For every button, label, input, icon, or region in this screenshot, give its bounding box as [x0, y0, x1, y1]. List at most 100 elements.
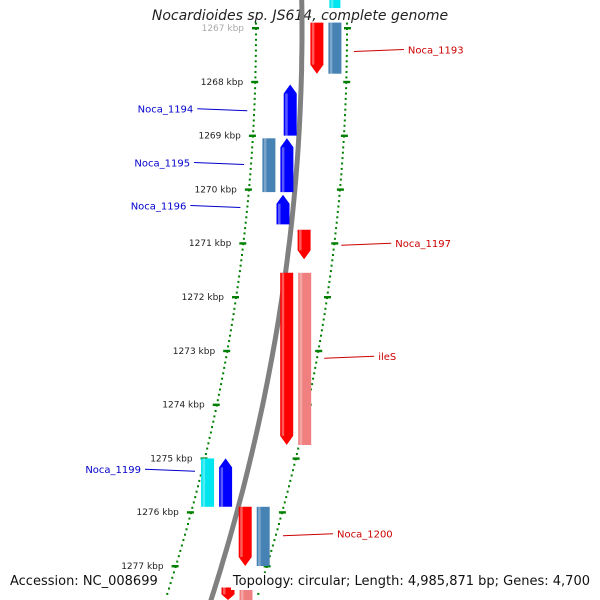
scale-dot-right [344, 92, 347, 95]
scale-tick-label: 1271 kbp [189, 239, 232, 249]
scale-dot-left [238, 270, 241, 273]
scale-dot-left [197, 485, 199, 488]
major-tick-right [292, 457, 300, 460]
gene-features [201, 0, 342, 600]
noca_1200-cds-arrow-highlight [240, 506, 243, 557]
scale-dot-right [315, 361, 318, 364]
scale-dot-left [229, 329, 232, 332]
scale-dot-right [337, 200, 340, 203]
scale-dot-right [344, 114, 346, 117]
major-tick-right [344, 27, 351, 30]
scale-dot-right [328, 280, 331, 283]
scale-dot-left [179, 549, 182, 552]
scale-dot-right [311, 383, 314, 386]
major-tick-left [248, 134, 256, 137]
iles-cds-arrow-highlight [281, 272, 285, 436]
scale-dot-left [222, 372, 225, 375]
scale-dot-right [344, 108, 347, 111]
scale-dot-left [169, 582, 172, 585]
scale-dot-right [278, 523, 280, 525]
noca_1196-cds-arrow-highlight [278, 203, 281, 225]
scale-dot-left [230, 323, 233, 326]
scale-dot-left [235, 291, 238, 294]
scale-dot-right [320, 334, 322, 337]
scale-dot-left [245, 216, 248, 219]
scale-tick-label: 1267 kbp [202, 24, 245, 34]
scale-dot-right [346, 33, 348, 36]
scale-dot-right [295, 453, 298, 455]
scale-dot-left [253, 103, 256, 106]
scale-dot-right [345, 65, 348, 68]
scale-dot-right [345, 49, 348, 52]
major-tick-left [239, 242, 247, 245]
scale-dot-right [342, 146, 345, 149]
gene-8-cds-arrow [221, 587, 235, 600]
scale-dot-left [214, 410, 217, 412]
scale-dot-right [279, 517, 282, 520]
scale-dot-left [254, 54, 257, 57]
scale-dot-right [345, 71, 348, 73]
scale-dot-right [288, 485, 290, 488]
scale-dot-left [254, 49, 257, 52]
scale-dot-left [221, 377, 224, 380]
noca_1196-leader-line [190, 205, 241, 208]
scale-dot-right [336, 216, 339, 219]
scale-dot-right [345, 76, 348, 79]
scale-dot-left [225, 356, 228, 359]
noca_1199-gene-bar [201, 458, 215, 507]
major-tick-right [315, 349, 323, 353]
noca_1199-cds-arrow-highlight [220, 467, 224, 507]
major-tick-right [263, 565, 271, 568]
scale-dot-right [320, 329, 323, 332]
scale-dot-right [330, 264, 333, 267]
noca_1193-leader-line [353, 49, 404, 52]
scale-dot-left [250, 162, 253, 165]
scale-dot-right [335, 221, 338, 224]
scale-tick-label: 1269 kbp [198, 132, 241, 142]
topology-text: Topology: circular; Length: 4,985,871 bp… [230, 573, 592, 590]
scale-dot-left [220, 383, 223, 386]
scale-dot-left [191, 506, 194, 509]
scale-dot-left [253, 114, 255, 117]
noca_1200-leader-line [282, 533, 334, 537]
scale-dot-right [345, 54, 348, 57]
noca_1200-cds-arrow [238, 506, 252, 566]
scale-dot-left [250, 151, 253, 154]
scale-dot-right [329, 275, 332, 278]
iles-gene-bar [298, 272, 312, 445]
scale-dot-left [209, 431, 212, 434]
scale-dot-right [285, 496, 288, 499]
major-tick-left [244, 188, 252, 191]
scale-dot-left [255, 38, 257, 41]
scale-dot-left [253, 97, 256, 100]
scale-dot-left [182, 539, 185, 542]
noca_1194-cds-arrow [283, 84, 297, 136]
scale-dot-left [251, 141, 254, 143]
scale-dot-right [346, 22, 348, 25]
scale-dot-left [171, 576, 174, 579]
scale-dot-right [340, 173, 343, 176]
major-tick-left [171, 565, 179, 568]
scale-dot-right [337, 205, 340, 208]
scale-dot-left [247, 194, 250, 197]
noca_1195-cds-arrow [280, 138, 294, 193]
scale-dot-right [282, 506, 285, 509]
scale-dot-right [329, 270, 332, 273]
scale-dot-left [237, 280, 240, 283]
noca_1197-label: Noca_1197 [395, 239, 451, 250]
scale-dot-right [293, 463, 296, 466]
scale-dot-left [198, 479, 201, 482]
scale-tick-label: 1276 kbp [136, 508, 179, 518]
scale-dot-right [322, 318, 325, 321]
scale-dot-left [199, 474, 202, 477]
scale-dot-right [276, 528, 279, 531]
scale-dot-right [273, 539, 276, 542]
noca_1194-label: Noca_1194 [138, 105, 194, 116]
scale-dot-left [188, 517, 191, 520]
noca_1195-label: Noca_1195 [134, 159, 190, 170]
scale-dot-left [219, 388, 221, 391]
scale-dot-right [268, 555, 271, 558]
scale-dot-right [342, 141, 345, 143]
noca_1200-gene-bar-highlight [258, 506, 261, 566]
